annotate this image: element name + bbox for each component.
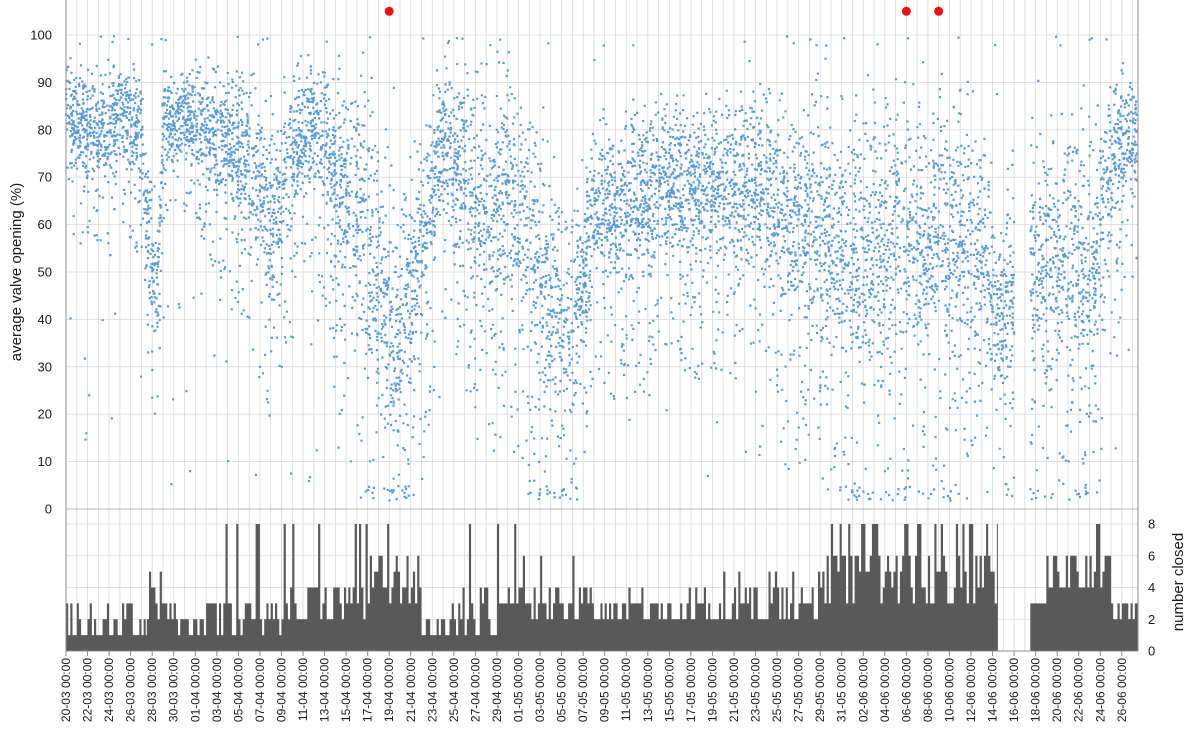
x-tick-label: 13-05 00:00 bbox=[641, 658, 655, 722]
y-axis-title-right: number closed bbox=[1170, 533, 1187, 631]
x-tick-label: 29-04 00:00 bbox=[490, 658, 504, 722]
x-tick-label: 05-04 00:00 bbox=[231, 658, 245, 722]
x-tick-label: 04-06 00:00 bbox=[878, 658, 892, 722]
x-tick-label: 27-04 00:00 bbox=[468, 658, 482, 722]
x-tick-label: 26-06 00:00 bbox=[1115, 658, 1129, 722]
x-tick-label: 17-05 00:00 bbox=[684, 658, 698, 722]
x-tick-label: 02-06 00:00 bbox=[856, 658, 870, 722]
y-tick-label-left: 30 bbox=[38, 359, 52, 374]
y-tick-label-right: 8 bbox=[1148, 517, 1155, 532]
x-tick-label: 07-04 00:00 bbox=[253, 658, 267, 722]
x-tick-label: 21-05 00:00 bbox=[727, 658, 741, 722]
red-marker bbox=[901, 6, 911, 16]
y-tick-label-left: 70 bbox=[38, 170, 52, 185]
y-tick-label-left: 100 bbox=[30, 28, 52, 43]
x-tick-label: 01-04 00:00 bbox=[188, 658, 202, 722]
x-tick-label: 14-06 00:00 bbox=[986, 658, 1000, 722]
x-tick-label: 13-04 00:00 bbox=[318, 658, 332, 722]
x-tick-label: 31-05 00:00 bbox=[835, 658, 849, 722]
red-marker bbox=[934, 6, 944, 16]
x-tick-label: 22-03 00:00 bbox=[81, 658, 95, 722]
y-tick-label-left: 60 bbox=[38, 217, 52, 232]
x-tick-label: 09-05 00:00 bbox=[598, 658, 612, 722]
x-tick-label: 19-05 00:00 bbox=[705, 658, 719, 722]
x-tick-label: 22-06 00:00 bbox=[1072, 658, 1086, 722]
x-tick-label: 23-05 00:00 bbox=[749, 658, 763, 722]
bar-series bbox=[66, 524, 1138, 651]
y-tick-label-left: 90 bbox=[38, 75, 52, 90]
x-tick-label: 11-05 00:00 bbox=[619, 658, 633, 721]
y-tick-label-right: 4 bbox=[1148, 580, 1155, 595]
y-tick-label-left: 50 bbox=[38, 265, 52, 280]
x-tick-label: 21-04 00:00 bbox=[404, 658, 418, 722]
x-tick-label: 10-06 00:00 bbox=[942, 658, 956, 722]
scatter-outliers bbox=[78, 35, 1108, 47]
x-tick-label: 24-06 00:00 bbox=[1093, 658, 1107, 722]
x-tick-label: 28-03 00:00 bbox=[145, 658, 159, 722]
x-tick-label: 06-06 00:00 bbox=[899, 658, 913, 722]
x-tick-label: 15-05 00:00 bbox=[662, 658, 676, 722]
red-markers bbox=[384, 6, 944, 16]
x-tick-label: 17-04 00:00 bbox=[361, 658, 375, 722]
x-tick-label: 29-05 00:00 bbox=[813, 658, 827, 722]
x-tick-label: 18-06 00:00 bbox=[1029, 658, 1043, 722]
y-tick-label-left: 0 bbox=[45, 502, 52, 517]
x-tick-label: 15-04 00:00 bbox=[339, 658, 353, 722]
y-tick-label-left: 20 bbox=[38, 407, 52, 422]
y-tick-label-right: 0 bbox=[1148, 644, 1155, 659]
x-tick-label: 25-05 00:00 bbox=[770, 658, 784, 722]
scatter-points-cloud bbox=[65, 50, 1138, 502]
x-tick-label: 12-06 00:00 bbox=[964, 658, 978, 722]
red-marker bbox=[384, 6, 394, 16]
tick-labels: 0 10 20 30 40 50 60 70 80 90 100 0 2 4 6 8 20-03 00:00 22… bbox=[30, 28, 1155, 723]
x-tick-label: 01-05 00:00 bbox=[512, 658, 526, 722]
x-tick-label: 08-06 00:00 bbox=[921, 658, 935, 722]
x-tick-label: 23-04 00:00 bbox=[425, 658, 439, 722]
x-tick-label: 07-05 00:00 bbox=[576, 658, 590, 722]
x-tick-label: 09-04 00:00 bbox=[274, 658, 288, 722]
x-tick-label: 30-03 00:00 bbox=[167, 658, 181, 722]
x-tick-label: 05-05 00:00 bbox=[555, 658, 569, 722]
x-tick-label: 03-04 00:00 bbox=[210, 658, 224, 722]
y-tick-label-left: 80 bbox=[38, 122, 52, 137]
x-tick-label: 20-03 00:00 bbox=[59, 658, 73, 722]
x-tick-label: 16-06 00:00 bbox=[1007, 658, 1021, 722]
x-tick-label: 26-03 00:00 bbox=[124, 658, 138, 722]
x-tick-label: 27-05 00:00 bbox=[792, 658, 806, 722]
x-tick-label: 25-04 00:00 bbox=[447, 658, 461, 722]
y-tick-label-left: 40 bbox=[38, 312, 52, 327]
scatter-points bbox=[65, 35, 1138, 502]
y-tick-label-right: 6 bbox=[1148, 548, 1155, 563]
x-tick-label: 11-04 00:00 bbox=[296, 658, 310, 721]
axes bbox=[65, 0, 1139, 652]
x-tick-label: 20-06 00:00 bbox=[1050, 658, 1064, 722]
grid-lines bbox=[65, 0, 1138, 651]
x-tick-label: 03-05 00:00 bbox=[533, 658, 547, 722]
bar-columns bbox=[66, 524, 1138, 651]
y-tick-label-left: 10 bbox=[38, 454, 52, 469]
y-tick-label-right: 2 bbox=[1148, 612, 1155, 627]
y-axis-title-left: average valve opening (%) bbox=[8, 183, 25, 361]
x-tick-label: 19-04 00:00 bbox=[382, 658, 396, 722]
x-tick-label: 24-03 00:00 bbox=[102, 658, 116, 722]
